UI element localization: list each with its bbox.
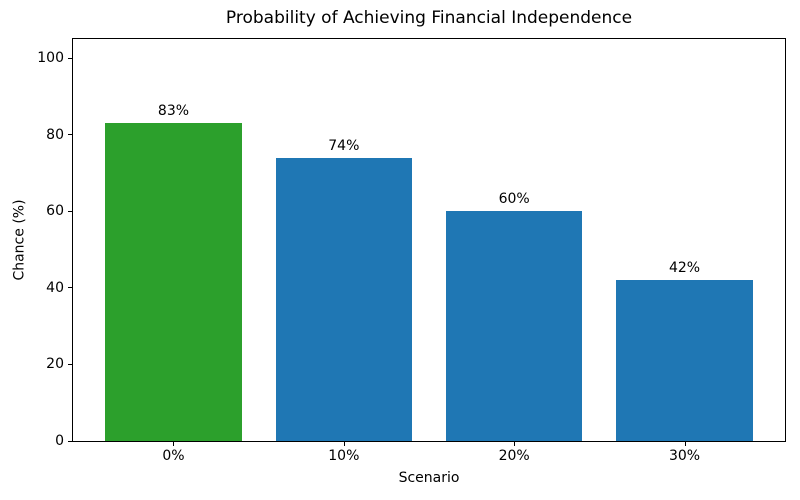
bar-10%	[275, 157, 412, 441]
bar-0%	[105, 123, 242, 441]
y-tick-mark	[68, 134, 72, 136]
y-tick-mark	[68, 210, 72, 212]
y-tick-mark	[68, 57, 72, 59]
y-tick-label: 60	[46, 203, 64, 220]
chart-title: Probability of Achieving Financial Indep…	[225, 8, 633, 28]
x-tick-mark	[343, 442, 345, 446]
y-tick-label: 100	[37, 50, 64, 67]
x-tick-label: 10%	[328, 448, 360, 464]
y-tick-mark	[68, 287, 72, 289]
y-tick-label: 40	[46, 279, 64, 296]
x-tick-mark	[514, 442, 516, 446]
plot-area: 83% 74% 60% 42%	[72, 38, 786, 442]
y-tick-mark	[68, 440, 72, 442]
bar-value-label: 74%	[328, 137, 360, 154]
y-tick-label: 20	[46, 356, 64, 373]
x-axis-label: Scenario	[398, 470, 460, 486]
x-tick-label: 20%	[498, 448, 530, 464]
x-tick-mark	[684, 442, 686, 446]
y-tick-mark	[68, 363, 72, 365]
x-tick-label: 30%	[668, 448, 701, 464]
bar-20%	[446, 211, 583, 441]
bar-30%	[616, 280, 753, 441]
bar-value-label: 42%	[668, 260, 701, 277]
y-tick-label: 0	[55, 433, 64, 449]
bar-value-label: 83%	[157, 103, 190, 120]
x-tick-label: 0%	[162, 448, 185, 464]
y-tick-label: 80	[46, 126, 64, 143]
bar-value-label: 60%	[498, 191, 530, 208]
x-tick-mark	[173, 442, 175, 446]
